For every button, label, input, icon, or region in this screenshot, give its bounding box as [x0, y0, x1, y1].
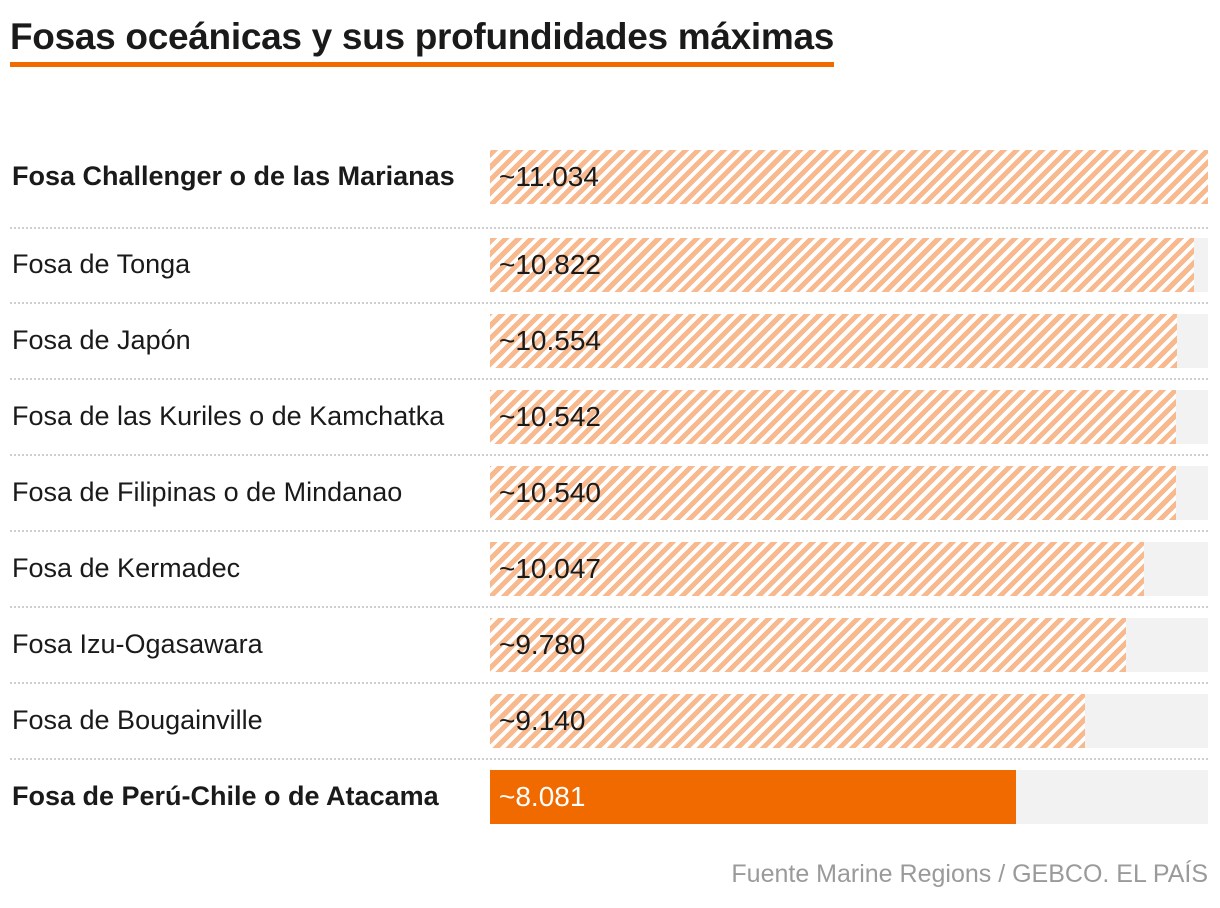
source-note: Fuente Marine Regions / GEBCO. EL PAÍS [731, 860, 1208, 888]
row-divider [10, 378, 1208, 380]
bar [490, 390, 1176, 444]
bar [490, 618, 1126, 672]
category-label: Fosa de Kermadec [12, 553, 241, 583]
bar [490, 314, 1177, 368]
category-label: Fosa de las Kuriles o de Kamchatka [12, 401, 445, 431]
bar-track: ~9.780 [490, 618, 1208, 672]
bar [490, 694, 1085, 748]
value-label: ~10.554 [499, 325, 601, 356]
bar [490, 770, 1016, 824]
row-divider [10, 454, 1208, 456]
row-divider [10, 227, 1208, 229]
bar-track: ~10.822 [490, 238, 1208, 292]
value-label: ~9.780 [499, 629, 586, 660]
bar [490, 542, 1144, 596]
bar [490, 150, 1208, 204]
bar-track: ~10.542 [490, 390, 1208, 444]
category-label: Fosa de Tonga [12, 249, 191, 279]
bar-track: ~10.047 [490, 542, 1208, 596]
row-divider [10, 302, 1208, 304]
bar-track: ~8.081 [490, 770, 1208, 824]
row-divider [10, 758, 1208, 760]
row-divider [10, 530, 1208, 532]
value-label: ~10.822 [499, 249, 601, 280]
bar [490, 466, 1176, 520]
row-divider [10, 606, 1208, 608]
category-label: Fosa de Bougainville [12, 705, 263, 735]
bar-track: ~11.034 [490, 150, 1208, 204]
category-label: Fosa de Japón [12, 325, 191, 355]
value-label: ~10.542 [499, 401, 601, 432]
value-label: ~11.034 [499, 161, 599, 192]
bar-track: ~10.554 [490, 314, 1208, 368]
bar [490, 238, 1194, 292]
bar-track: ~9.140 [490, 694, 1208, 748]
chart-title-wrap: Fosas oceánicas y sus profundidades máxi… [10, 14, 834, 67]
value-label: ~10.540 [499, 477, 601, 508]
row-divider [10, 682, 1208, 684]
category-label: Fosa de Filipinas o de Mindanao [12, 477, 403, 507]
bar-track: ~10.540 [490, 466, 1208, 520]
value-label: ~8.081 [499, 781, 586, 812]
category-label: Fosa Izu-Ogasawara [12, 629, 263, 659]
value-label: ~9.140 [499, 705, 586, 736]
value-label: ~10.047 [499, 553, 601, 584]
category-label: Fosa de Perú-Chile o de Atacama [12, 781, 439, 811]
category-label: Fosa Challenger o de las Marianas [12, 161, 455, 191]
chart-title: Fosas oceánicas y sus profundidades máxi… [10, 14, 834, 67]
